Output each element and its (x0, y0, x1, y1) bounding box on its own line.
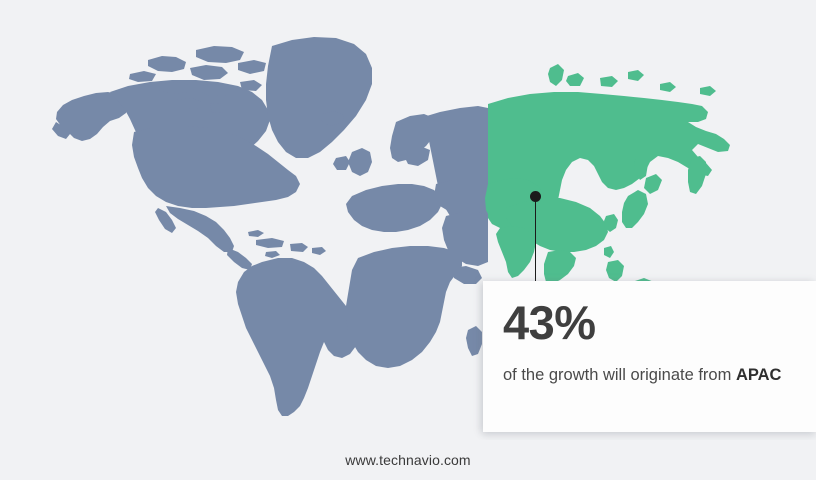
region-hispaniola (290, 243, 308, 252)
region-sakhalin (634, 156, 648, 180)
region-caucasus (434, 180, 484, 214)
region-baja-california (155, 208, 176, 233)
region-africa (346, 246, 462, 368)
region-russia-asia (488, 92, 730, 230)
region-arctic-island-6 (159, 82, 190, 94)
region-philippines (606, 260, 624, 282)
region-south-america (236, 258, 358, 416)
region-arctic-island-5 (129, 71, 156, 82)
region-arctic-island-apac-4 (660, 82, 676, 92)
region-finland (404, 146, 430, 166)
region-greenland (266, 37, 372, 158)
region-southeast-asia (544, 250, 576, 284)
region-hokkaido (644, 174, 662, 194)
region-central-america (227, 248, 252, 270)
region-kamchatka (688, 156, 706, 194)
callout-panel: 43% of the growth will originate from AP… (483, 281, 816, 432)
callout-percentage: 43% (503, 296, 596, 349)
footer-bar: www.technavio.com (0, 440, 816, 480)
region-arctic-island-9 (174, 98, 202, 109)
region-bahamas (248, 230, 264, 237)
region-cuba (256, 238, 284, 248)
region-united-states (132, 126, 300, 208)
region-arctic-island-2 (196, 46, 244, 63)
region-ireland (333, 156, 350, 170)
region-western-europe (346, 184, 442, 232)
callout-description: of the growth will originate from APAC (503, 360, 783, 391)
region-arctic-island-apac-2 (600, 76, 618, 87)
region-arctic-island-apac-5 (700, 86, 716, 96)
callout-description-prefix: of the growth will originate from (503, 366, 736, 384)
region-horn-of-africa (452, 266, 482, 284)
region-arctic-island-4 (238, 60, 266, 74)
region-puerto-rico (312, 247, 326, 255)
region-korea (604, 214, 618, 232)
region-arctic-island-apac-1 (566, 73, 584, 86)
landmass-other-regions (52, 37, 488, 416)
region-india (496, 226, 536, 278)
region-novaya-zemlya (548, 64, 564, 86)
region-alaska (52, 92, 128, 141)
region-jamaica (265, 251, 280, 258)
region-arctic-island-10 (210, 103, 232, 113)
region-arctic-island-3 (190, 65, 228, 80)
region-mexico (166, 206, 234, 252)
region-arctic-island-8 (240, 80, 262, 91)
region-great-britain (348, 148, 372, 176)
region-arctic-island-7 (201, 84, 230, 96)
region-arctic-island-apac-3 (628, 70, 644, 81)
region-iceland (321, 111, 344, 126)
region-japan (622, 190, 648, 228)
footer-url: www.technavio.com (345, 452, 471, 468)
callout-region-label: APAC (735, 366, 782, 384)
region-taiwan (604, 246, 614, 258)
region-madagascar (466, 326, 482, 356)
region-middle-east (442, 212, 488, 266)
region-arctic-island-1 (148, 56, 186, 72)
